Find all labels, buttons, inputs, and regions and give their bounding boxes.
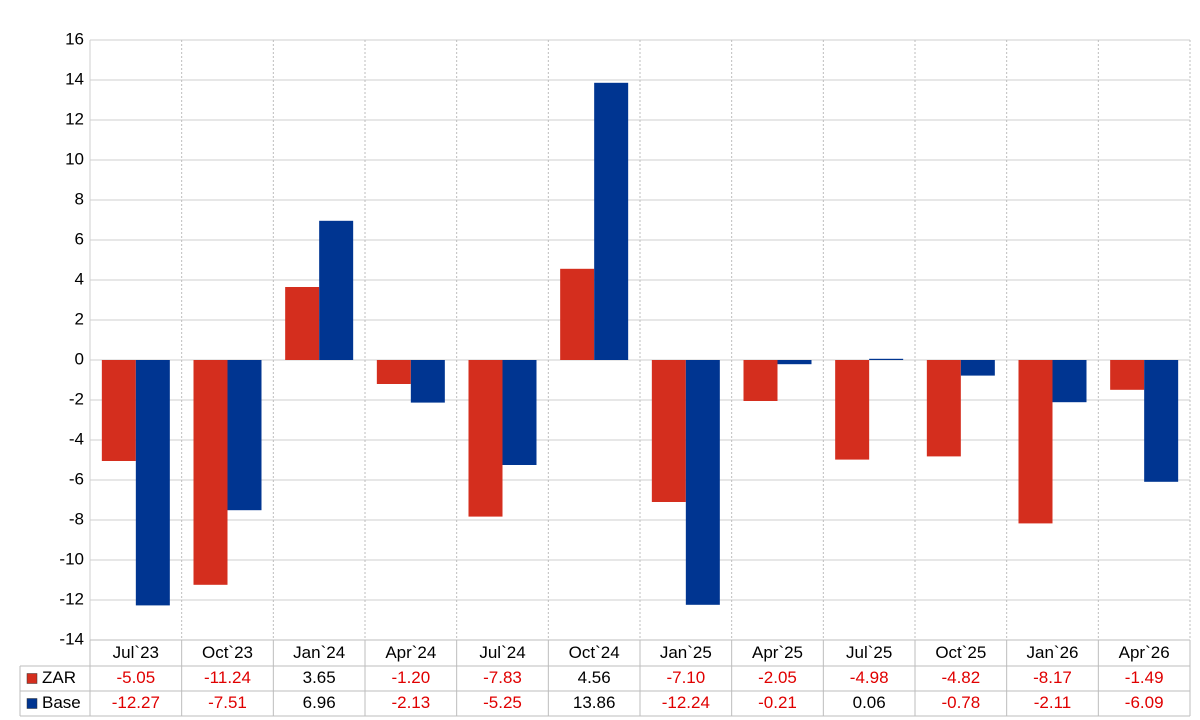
bar	[285, 287, 320, 360]
x-tick-label: Jan`26	[1027, 643, 1079, 662]
value-label: -6.09	[1125, 693, 1164, 712]
value-label: -7.83	[483, 668, 522, 687]
y-tick-label: -14	[59, 629, 84, 648]
y-tick-label: 14	[65, 69, 84, 88]
bar	[319, 220, 354, 360]
legend-label: Base	[42, 693, 81, 712]
bar	[227, 360, 262, 511]
y-tick-label: -2	[69, 389, 84, 408]
value-label: -0.78	[941, 693, 980, 712]
bar	[651, 360, 686, 502]
bar	[193, 360, 228, 585]
bar	[926, 360, 961, 457]
bar	[685, 360, 720, 605]
x-tick-label: Jul`24	[479, 643, 525, 662]
x-tick-label: Oct`23	[202, 643, 253, 662]
legend-label: ZAR	[42, 668, 76, 687]
y-tick-label: 0	[75, 349, 84, 368]
value-label: -2.11	[1034, 693, 1072, 712]
x-tick-label: Oct`25	[935, 643, 986, 662]
x-tick-label: Jan`24	[293, 643, 345, 662]
bar	[410, 360, 445, 403]
value-label: 4.56	[578, 668, 611, 687]
value-label: -2.05	[758, 668, 797, 687]
value-label: -12.27	[112, 693, 160, 712]
y-tick-label: 10	[65, 149, 84, 168]
value-label: -4.98	[850, 668, 889, 687]
value-label: -2.13	[391, 693, 430, 712]
x-tick-label: Apr`24	[385, 643, 436, 662]
legend-swatch	[26, 698, 38, 709]
value-label: -11.24	[204, 668, 251, 687]
bar	[560, 268, 595, 360]
bar	[1110, 360, 1145, 390]
value-label: -0.21	[758, 693, 797, 712]
y-tick-label: 4	[75, 269, 84, 288]
value-label: 3.65	[303, 668, 336, 687]
y-tick-label: -4	[69, 429, 84, 448]
bar	[101, 360, 136, 461]
legend-swatch	[26, 673, 38, 684]
value-label: -7.51	[208, 693, 247, 712]
value-label: -5.25	[483, 693, 522, 712]
x-tick-label: Jan`25	[660, 643, 712, 662]
value-label: 6.96	[303, 693, 336, 712]
value-label: -7.10	[666, 668, 705, 687]
y-tick-label: 12	[65, 109, 84, 128]
y-tick-label: 8	[75, 189, 84, 208]
bar	[1052, 360, 1087, 403]
bar	[468, 360, 503, 517]
bar	[502, 360, 537, 465]
bar	[835, 360, 870, 460]
value-label: -4.82	[941, 668, 980, 687]
x-tick-label: Oct`24	[569, 643, 620, 662]
y-tick-label: 6	[75, 229, 84, 248]
bar	[376, 360, 411, 384]
x-tick-label: Jul`25	[846, 643, 892, 662]
value-label: -1.20	[391, 668, 430, 687]
bar	[743, 360, 778, 401]
value-label: 0.06	[853, 693, 886, 712]
x-tick-label: Apr`26	[1119, 643, 1170, 662]
bar	[777, 360, 812, 365]
x-tick-label: Apr`25	[752, 643, 803, 662]
bar	[594, 82, 629, 361]
bar	[869, 358, 904, 360]
y-tick-label: -8	[69, 509, 84, 528]
x-tick-label: Jul`23	[113, 643, 159, 662]
y-tick-label: -10	[59, 549, 84, 568]
value-label: -5.05	[116, 668, 155, 687]
y-tick-label: 16	[65, 29, 84, 48]
y-tick-label: 2	[75, 309, 84, 328]
bar	[135, 360, 170, 606]
y-tick-label: -6	[69, 469, 84, 488]
value-label: 13.86	[573, 693, 616, 712]
value-label: -1.49	[1125, 668, 1164, 687]
y-tick-label: -12	[59, 589, 84, 608]
bar	[1144, 360, 1179, 482]
bar	[1018, 360, 1053, 524]
value-label: -12.24	[662, 693, 710, 712]
bar	[960, 360, 995, 376]
value-label: -8.17	[1033, 668, 1072, 687]
